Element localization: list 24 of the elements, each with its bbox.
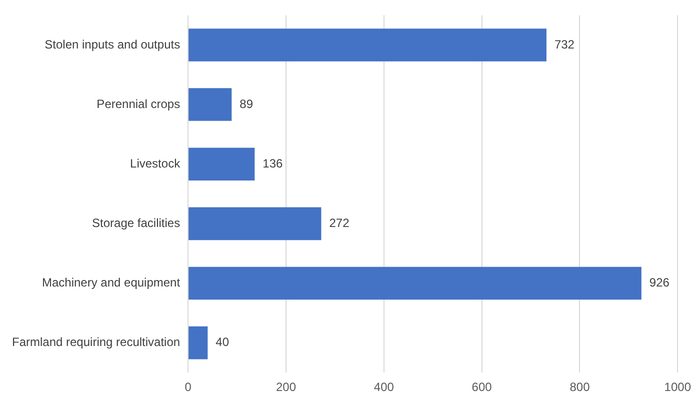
y-tick-label: Farmland requiring recultivation	[12, 335, 180, 350]
bar	[188, 326, 208, 360]
bar	[188, 88, 232, 121]
y-tick-label: Machinery and equipment	[42, 276, 181, 290]
data-label: 272	[329, 216, 350, 230]
x-tick-label: 400	[374, 380, 394, 394]
y-tick-label: Perennial crops	[96, 96, 180, 111]
data-label: 89	[240, 96, 254, 111]
y-tick-label: Livestock	[130, 156, 182, 170]
bar	[188, 28, 546, 62]
x-tick-label: 0	[184, 380, 192, 394]
x-tick-label: 200	[276, 380, 296, 394]
data-label: 40	[216, 335, 230, 350]
x-tick-label: 600	[472, 380, 492, 394]
data-label: 732	[554, 37, 575, 52]
x-tick-label: 1000	[664, 380, 692, 394]
y-tick-label: Stolen inputs and outputs	[44, 37, 180, 52]
bar	[188, 148, 255, 180]
x-tick-label: 800	[570, 380, 590, 394]
y-tick-label: Storage facilities	[92, 216, 180, 230]
data-label: 926	[649, 276, 670, 290]
bar	[188, 266, 642, 300]
bar	[188, 207, 322, 240]
data-label: 136	[262, 156, 284, 170]
